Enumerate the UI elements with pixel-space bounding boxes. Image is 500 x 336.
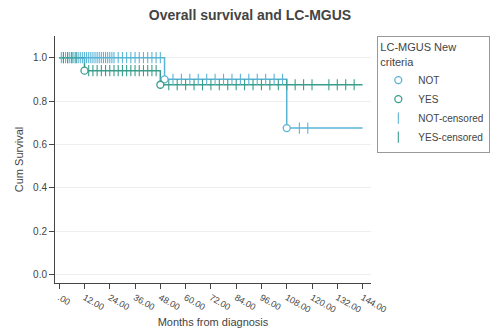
svg-text:72.00: 72.00 xyxy=(208,292,233,312)
svg-text:Months from diagnosis: Months from diagnosis xyxy=(158,316,269,328)
svg-text:0.6: 0.6 xyxy=(33,139,47,150)
svg-text:144.00: 144.00 xyxy=(359,292,388,314)
svg-text:96.00: 96.00 xyxy=(258,292,283,312)
svg-text:60.00: 60.00 xyxy=(182,292,207,312)
svg-text:.00: .00 xyxy=(56,292,72,307)
svg-text:Overall survival and LC-MGUS: Overall survival and LC-MGUS xyxy=(149,7,351,23)
svg-text:YES: YES xyxy=(418,94,438,105)
svg-text:0.2: 0.2 xyxy=(33,226,47,237)
svg-text:YES-censored: YES-censored xyxy=(418,132,482,143)
svg-text:LC-MGUS Newcriteria: LC-MGUS Newcriteria xyxy=(380,41,456,67)
svg-text:120.00: 120.00 xyxy=(309,292,338,314)
svg-text:84.00: 84.00 xyxy=(233,292,258,312)
svg-text:12.00: 12.00 xyxy=(81,292,106,312)
svg-text:0.8: 0.8 xyxy=(33,96,47,107)
svg-text:Cum Survival: Cum Survival xyxy=(13,127,25,192)
svg-text:24.00: 24.00 xyxy=(107,292,132,312)
svg-text:48.00: 48.00 xyxy=(157,292,182,312)
svg-text:108.00: 108.00 xyxy=(283,292,312,314)
svg-text:NOT: NOT xyxy=(418,75,439,86)
svg-text:NOT-censored: NOT-censored xyxy=(418,113,483,124)
svg-text:1.0: 1.0 xyxy=(33,52,47,63)
svg-text:36.00: 36.00 xyxy=(132,292,157,312)
svg-text:0.4: 0.4 xyxy=(33,182,47,193)
svg-text:0.0: 0.0 xyxy=(33,269,47,280)
svg-text:132.00: 132.00 xyxy=(334,292,363,314)
